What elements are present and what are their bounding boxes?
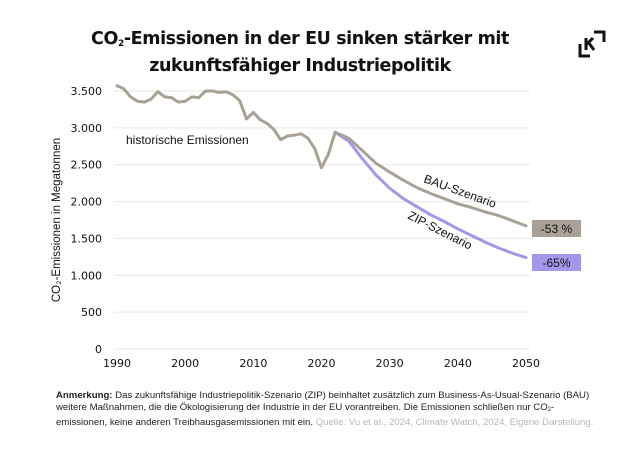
footnote-text: Das zukunftsfähige Industriepolitik-Szen… bbox=[56, 390, 590, 413]
title-line2: zukunftsfähiger Industriepolitik bbox=[149, 56, 451, 76]
x-tick-label: 2020 bbox=[308, 357, 336, 370]
series-line-zip-szenario bbox=[333, 130, 528, 260]
series-line-bau-szenario bbox=[333, 130, 528, 228]
y-tick-label: 1.000 bbox=[71, 269, 103, 282]
y-tick-label: 3.500 bbox=[71, 85, 103, 98]
end-label-background bbox=[532, 254, 581, 271]
footnote-subscript: 2 bbox=[547, 406, 551, 413]
series-lines bbox=[115, 84, 528, 260]
x-tick-label: 2040 bbox=[444, 357, 472, 370]
footnote-text-2: -emissionen, keine anderen Treibhausgase… bbox=[56, 401, 555, 428]
title-subscript: 2 bbox=[117, 39, 124, 49]
end-label-text: -65% bbox=[542, 256, 570, 270]
line-chart: 0 500 1.000 1.500 2.000 2.500 3.000 3.500 1990 2… bbox=[51, 84, 581, 370]
end-label-badge: -53 % bbox=[532, 220, 581, 237]
y-tick-labels: 0 500 1.000 1.500 2.000 2.500 3.000 3.500 bbox=[71, 85, 103, 356]
end-label-text: -53 % bbox=[541, 222, 573, 236]
footnote: Anmerkung: Das zukunftsfähige Industriep… bbox=[56, 390, 596, 428]
chart-title: CO2-Emissionen in der EU sinken stärker … bbox=[40, 28, 560, 77]
title-co: CO bbox=[91, 29, 118, 49]
y-tick-label: 3.000 bbox=[71, 122, 103, 135]
x-tick-label: 2000 bbox=[171, 357, 199, 370]
y-tick-label: 500 bbox=[81, 306, 102, 319]
title-line1: -Emissionen in der EU sinken stärker mit bbox=[123, 29, 510, 49]
kontext-k-logo-icon bbox=[578, 30, 606, 58]
x-tick-label: 1990 bbox=[103, 357, 131, 370]
y-axis-label: CO₂-Emissionen in Megatonnen bbox=[51, 138, 63, 302]
y-tick-label: 1.500 bbox=[71, 232, 103, 245]
y-tick-label: 0 bbox=[95, 343, 102, 356]
end-label-background bbox=[532, 220, 581, 237]
series-line-historische-emissionen bbox=[115, 84, 337, 170]
grid-lines bbox=[114, 90, 530, 350]
footnote-source: Quelle: Vu et al., 2024, Climate Watch, … bbox=[313, 416, 594, 428]
y-tick-label: 2.000 bbox=[71, 196, 103, 209]
label-historic: historische Emissionen bbox=[126, 133, 249, 147]
footnote-label: Anmerkung: bbox=[56, 390, 113, 401]
x-tick-labels: 1990 2000 2010 2020 2030 2040 2050 bbox=[103, 357, 540, 370]
y-tick-label: 2.500 bbox=[71, 159, 103, 172]
end-label-badge: -65% bbox=[532, 254, 581, 271]
x-tick-label: 2010 bbox=[239, 357, 267, 370]
x-tick-label: 2050 bbox=[512, 357, 540, 370]
x-tick-label: 2030 bbox=[376, 357, 404, 370]
